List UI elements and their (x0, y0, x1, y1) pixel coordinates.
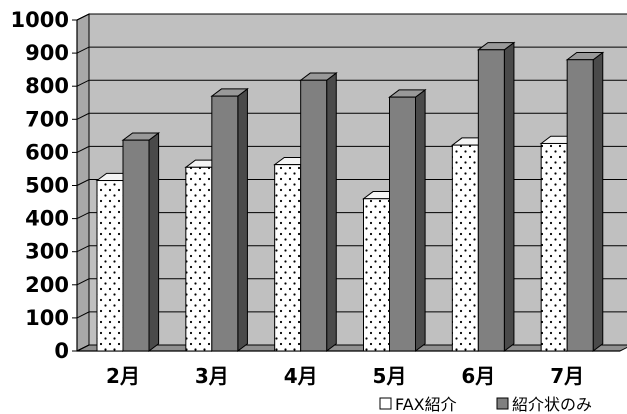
gridline (76, 13, 627, 21)
legend: FAX紹介 紹介状のみ (379, 395, 592, 414)
gridline (76, 344, 627, 352)
gridline (76, 311, 627, 319)
y-tick-label: 700 (25, 107, 69, 131)
y-tick-label: 800 (25, 74, 69, 98)
bar-letter-only-front (300, 79, 328, 352)
gridline (76, 212, 627, 220)
y-tick-label: 500 (25, 174, 69, 198)
x-tick-label: 2月 (106, 364, 140, 388)
x-tick-labels: 2月 3月 4月 5月 6月 7月 (106, 364, 584, 388)
bar-letter-only-front (122, 139, 150, 352)
bar-fax-front (451, 144, 479, 352)
bar-fax-front (274, 164, 302, 352)
x-tick-label: 5月 (373, 364, 407, 388)
y-tick-label: 1000 (11, 8, 69, 32)
gridline (76, 179, 627, 186)
y-tick-label: 600 (25, 140, 69, 164)
y-tick-label: 300 (25, 240, 69, 264)
bar-letter-only-side (148, 131, 160, 353)
bar-letter-only (299, 72, 338, 353)
gridline (76, 245, 627, 253)
legend-label-fax: FAX紹介 (395, 395, 457, 414)
bar-letter-only (565, 51, 605, 353)
bar-letter-only-side (503, 41, 515, 353)
bar-fax-front (96, 180, 124, 352)
x-tick-label: 4月 (284, 364, 318, 388)
bar-letter-only-front (211, 95, 239, 352)
bar-letter-only-front (389, 96, 416, 352)
bar-letter-only-side (237, 87, 248, 353)
gridline (76, 278, 627, 286)
y-tick-label: 200 (25, 273, 69, 297)
y-tick-label: 400 (25, 207, 69, 231)
bar-fax-front (363, 198, 390, 352)
y-tick-labels: 0 100 200 300 400 500 600 700 800 900 1000 (11, 8, 69, 363)
legend-swatch-letter (496, 397, 509, 410)
gridline (76, 112, 627, 120)
gridline (76, 145, 627, 153)
gridline (76, 79, 627, 87)
x-tick-label: 3月 (195, 364, 229, 388)
bar-letter-only (388, 88, 427, 353)
bar-letter-only (121, 131, 161, 353)
bar-fax-front (540, 142, 568, 352)
gridline (76, 46, 627, 54)
y-tick-label: 100 (25, 306, 69, 330)
x-tick-label: 6月 (461, 364, 495, 388)
bar-letter-only-side (592, 51, 604, 353)
y-tick-label: 900 (25, 41, 69, 65)
bar-letter-only-front (477, 49, 505, 352)
bar-fax-front (185, 166, 213, 352)
bar-letter-only (476, 41, 516, 353)
bar-letter-only-front (566, 59, 594, 352)
axes (72, 19, 620, 352)
bar-letter-only-side (415, 88, 426, 353)
legend-swatch-fax (379, 397, 392, 410)
x-tick-label: 7月 (550, 364, 584, 388)
legend-label-letter: 紹介状のみ (512, 395, 592, 414)
bar-letter-only (210, 87, 249, 353)
gridlines (76, 13, 627, 352)
y-tick-label: 0 (54, 339, 69, 363)
bar-letter-only-side (326, 72, 337, 353)
bars (95, 41, 605, 353)
